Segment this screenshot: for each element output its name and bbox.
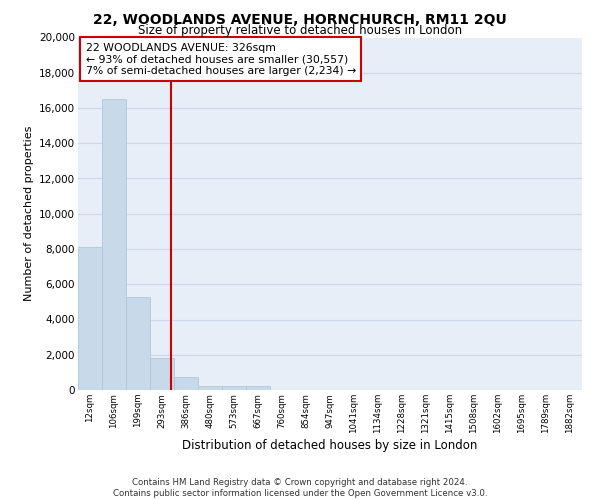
Bar	[150, 358, 174, 390]
Text: Contains HM Land Registry data © Crown copyright and database right 2024.
Contai: Contains HM Land Registry data © Crown c…	[113, 478, 487, 498]
Bar	[222, 386, 246, 390]
Bar	[246, 386, 270, 390]
Bar	[198, 386, 222, 390]
Bar	[174, 377, 198, 390]
Text: 22, WOODLANDS AVENUE, HORNCHURCH, RM11 2QU: 22, WOODLANDS AVENUE, HORNCHURCH, RM11 2…	[93, 12, 507, 26]
Text: Size of property relative to detached houses in London: Size of property relative to detached ho…	[138, 24, 462, 37]
Bar	[78, 247, 102, 390]
X-axis label: Distribution of detached houses by size in London: Distribution of detached houses by size …	[182, 438, 478, 452]
Bar	[102, 99, 126, 390]
Bar	[126, 296, 150, 390]
Y-axis label: Number of detached properties: Number of detached properties	[23, 126, 34, 302]
Text: 22 WOODLANDS AVENUE: 326sqm
← 93% of detached houses are smaller (30,557)
7% of : 22 WOODLANDS AVENUE: 326sqm ← 93% of det…	[86, 43, 356, 76]
